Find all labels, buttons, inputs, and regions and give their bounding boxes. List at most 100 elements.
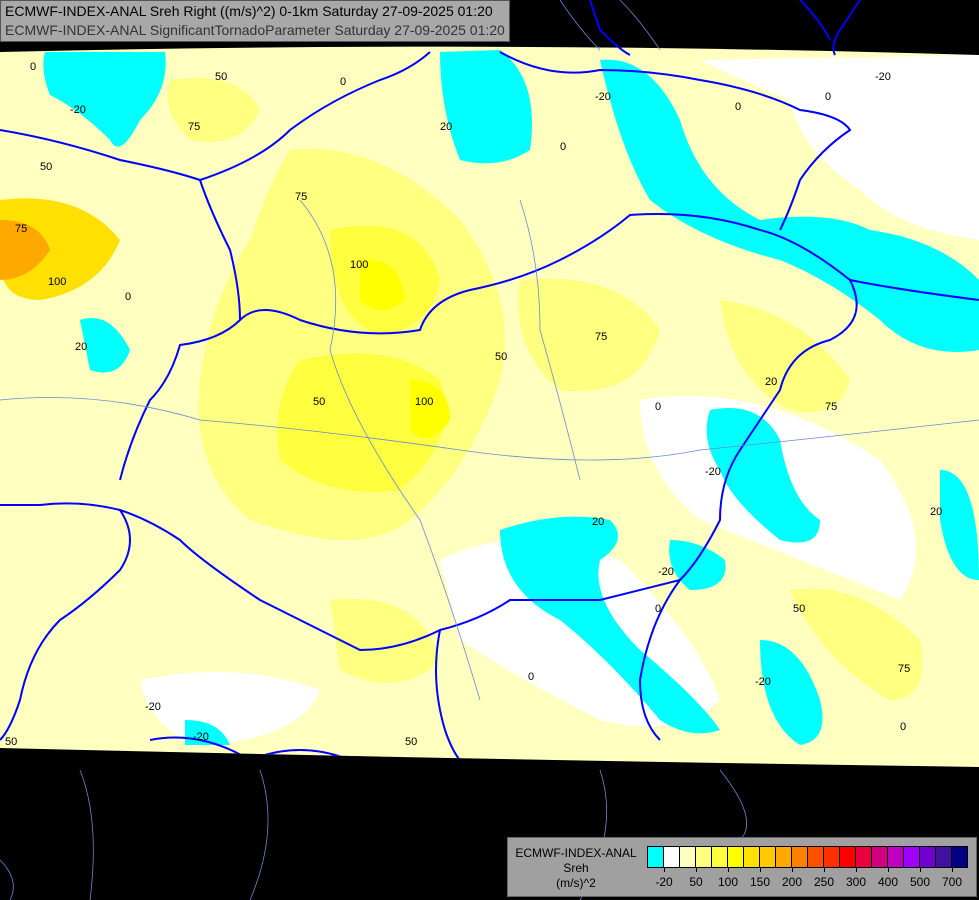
region-125: [410, 380, 450, 438]
contour-label: 0: [825, 91, 831, 103]
legend-tick: [760, 867, 761, 872]
region-neg: [940, 470, 979, 580]
legend-color-box: [760, 847, 776, 867]
legend-tick-label: 250: [813, 875, 835, 889]
legend-unit: (m/s)^2: [556, 876, 596, 890]
legend-tick-label: 100: [717, 875, 739, 889]
legend-color-box: [904, 847, 920, 867]
region-200: [0, 220, 50, 280]
legend-color-box: [744, 847, 760, 867]
legend-color-box: [808, 847, 824, 867]
contour-label: 100: [48, 276, 66, 288]
region-neg: [760, 640, 823, 745]
legend-color-box: [824, 847, 840, 867]
title-line-2: ECMWF-INDEX-ANAL SignificantTornadoParam…: [5, 22, 505, 38]
region-50: [790, 588, 922, 700]
legend-color-box: [936, 847, 952, 867]
legend-colorbar: [647, 846, 968, 868]
country-borders: [0, 51, 979, 767]
legend-color-box: [952, 847, 967, 867]
contour-label: 0: [560, 141, 566, 153]
contour-label: 50: [793, 603, 805, 615]
legend-color-box: [648, 847, 664, 867]
legend-tick-label: 200: [781, 875, 803, 889]
contour-label: 0: [655, 401, 661, 413]
legend-tick-label: 300: [845, 875, 867, 889]
legend-tick: [952, 867, 953, 872]
legend-color-box: [664, 847, 680, 867]
legend-tick-label: -20: [655, 875, 673, 889]
contour-label: 50: [313, 396, 325, 408]
outside-borders: [0, 0, 747, 900]
outside-country-borders: [589, 0, 861, 56]
contour-label: 75: [295, 191, 307, 203]
legend-tick: [824, 867, 825, 872]
contour-label: 75: [15, 223, 27, 235]
legend-tick: [696, 867, 697, 872]
region-neg: [80, 318, 130, 373]
contour-label: 75: [825, 401, 837, 413]
region-neutral: [700, 55, 979, 240]
contour-label: 0: [340, 76, 346, 88]
contour-label: 0: [30, 61, 36, 73]
contour-label: 50: [5, 736, 17, 748]
legend-color-box: [728, 847, 744, 867]
contour-label: 20: [75, 341, 87, 353]
legend-color-box: [712, 847, 728, 867]
legend-color-box: [888, 847, 904, 867]
legend-color-box: [840, 847, 856, 867]
contour-label: 50: [215, 71, 227, 83]
contour-label: 0: [528, 671, 534, 683]
legend-tick-label: 150: [749, 875, 771, 889]
legend-tick: [664, 867, 665, 872]
contour-label: 20: [440, 121, 452, 133]
map-title: ECMWF-INDEX-ANAL Sreh Right ((m/s)^2) 0-…: [0, 0, 510, 42]
region-neg: [706, 408, 820, 543]
legend-tick: [792, 867, 793, 872]
region-100: [277, 353, 445, 492]
contour-label: 20: [930, 506, 942, 518]
legend-tick: [888, 867, 889, 872]
title-line-1: ECMWF-INDEX-ANAL Sreh Right ((m/s)^2) 0-…: [5, 3, 493, 19]
contour-label: -20: [875, 71, 891, 83]
contour-label: 75: [898, 663, 910, 675]
region-neg: [43, 52, 166, 147]
contour-label: 50: [495, 351, 507, 363]
legend-tick-label: 500: [909, 875, 931, 889]
contour-label: -20: [193, 731, 209, 743]
contour-label: -20: [658, 566, 674, 578]
contour-label: -20: [595, 91, 611, 103]
legend-color-box: [696, 847, 712, 867]
region-50: [720, 300, 850, 412]
contour-label: 75: [188, 121, 200, 133]
contour-labels: 50 75 -20 0 75 100 0 20 0 -20 0 0 20 75 …: [5, 61, 942, 748]
contour-label: 0: [735, 101, 741, 113]
contour-label: 50: [40, 161, 52, 173]
region-neg: [500, 516, 720, 734]
legend-color-box: [920, 847, 936, 867]
region-50: [167, 78, 260, 142]
contour-label: 100: [415, 396, 433, 408]
legend-color-box: [872, 847, 888, 867]
rivers: [0, 199, 979, 701]
legend-variable: Sreh: [563, 861, 589, 875]
region-50: [330, 598, 440, 683]
legend-color-box: [792, 847, 808, 867]
region-150: [0, 198, 120, 300]
legend-text: ECMWF-INDEX-ANAL Sreh (m/s)^2: [512, 846, 640, 891]
color-legend: ECMWF-INDEX-ANAL Sreh (m/s)^2 -20 50 100 15…: [507, 837, 977, 897]
legend-tick-label: 50: [689, 875, 703, 889]
legend-tick-label: 400: [877, 875, 899, 889]
region-neg: [440, 50, 532, 164]
region-125: [360, 259, 405, 310]
region-50: [518, 278, 660, 392]
legend-tick: [728, 867, 729, 872]
legend-color-box: [680, 847, 696, 867]
legend-tick-label: 700: [941, 875, 963, 889]
contour-label: 0: [900, 721, 906, 733]
legend-tick: [920, 867, 921, 872]
contour-label: 75: [595, 331, 607, 343]
